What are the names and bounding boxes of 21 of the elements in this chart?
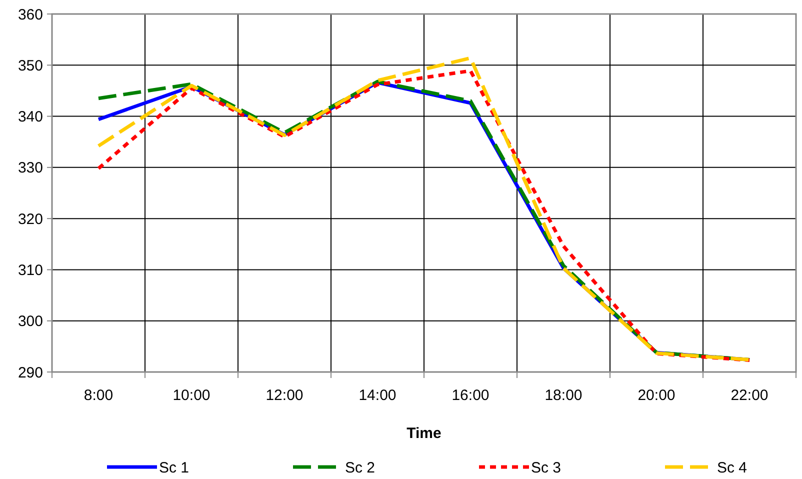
y-tick-label: 350 — [18, 57, 43, 74]
legend-label: Sc 1 — [159, 459, 190, 476]
x-tick-label: 16:00 — [452, 387, 490, 404]
y-tick-label: 300 — [18, 313, 43, 330]
x-tick-label: 22:00 — [730, 387, 768, 404]
x-tick-label: 8:00 — [84, 387, 114, 404]
y-tick-label: 290 — [18, 364, 43, 382]
x-tick-label: 14:00 — [358, 387, 396, 404]
y-tick-label: 360 — [18, 6, 43, 24]
legend-label: Sc 3 — [531, 459, 562, 476]
legend-label: Sc 2 — [345, 459, 376, 476]
y-tick-label: 330 — [18, 160, 43, 177]
y-tick-label: 340 — [18, 108, 43, 126]
y-tick-label: 310 — [18, 262, 43, 279]
x-tick-label: 12:00 — [266, 387, 304, 404]
y-tick-label: 320 — [18, 210, 43, 228]
legend-label: Sc 4 — [717, 459, 748, 476]
x-tick-label: 20:00 — [638, 387, 676, 404]
x-tick-label: 18:00 — [544, 387, 582, 404]
x-axis-title: Time — [406, 425, 442, 442]
x-tick-label: 10:00 — [172, 387, 210, 404]
